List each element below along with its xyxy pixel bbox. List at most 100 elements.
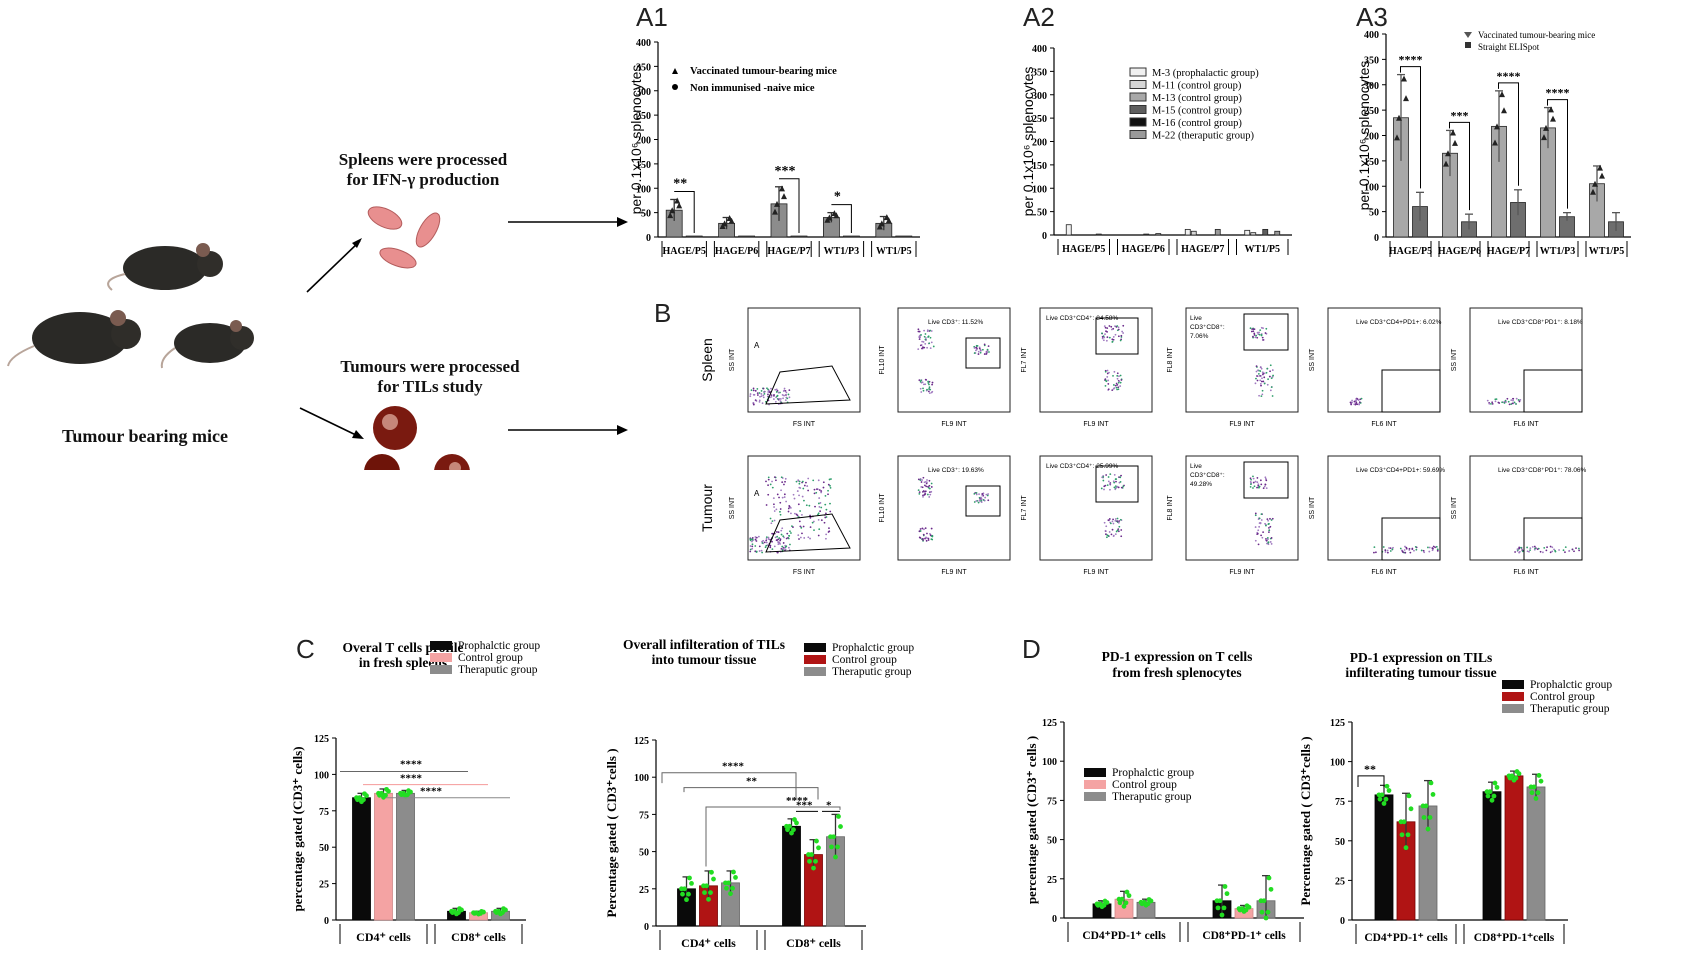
flow-event-dot [1122, 324, 1125, 327]
flow-event-dot [931, 383, 934, 386]
flow-event-dot [1249, 485, 1252, 488]
data-point [816, 845, 821, 851]
flow-event-dot [1384, 549, 1387, 552]
y-tick-label: 25 [1335, 876, 1345, 887]
flow-event-dot [1117, 388, 1120, 391]
data-point [833, 854, 838, 860]
flow-event-dot [1434, 546, 1437, 549]
flow-event-dot [784, 477, 787, 480]
flow-event-dot [1270, 537, 1273, 539]
flow-event-dot [1267, 523, 1270, 526]
flow-event-dot [926, 537, 928, 540]
y-tick-label: 150 [636, 160, 651, 171]
row-label: Spleen [699, 338, 715, 382]
flow-event-dot [751, 540, 753, 543]
flow-event-dot [818, 528, 821, 531]
flow-event-dot [1261, 377, 1263, 380]
flow-event-dot [784, 389, 787, 392]
flow-event-dot [922, 539, 924, 541]
flow-event-dot [985, 353, 988, 355]
flow-event-dot [1106, 369, 1109, 372]
data-point [728, 217, 735, 224]
mouse-3 [160, 320, 254, 369]
y-axis-label: per 0.1x10⁶ splenocytes [630, 65, 644, 215]
category-label: CD8⁺PD-1⁺ cells [1202, 930, 1286, 942]
flow-event-dot [775, 479, 777, 482]
flow-event-dot [1255, 365, 1258, 368]
flow-event-dot [1119, 381, 1122, 384]
flow-event-dot [1102, 479, 1105, 482]
data-point [1501, 107, 1507, 114]
flow-event-dot [930, 341, 933, 344]
data-point [1219, 912, 1225, 918]
flow-event-dot [1495, 398, 1498, 401]
flow-event-dot [758, 401, 761, 403]
data-point [1268, 886, 1274, 892]
flow-event-dot [918, 338, 921, 340]
flow-event-dot [761, 542, 764, 544]
flow-event-dot [1403, 549, 1406, 551]
flow-event-dot [1113, 486, 1116, 489]
y-tick-label: 100 [1364, 182, 1379, 193]
flow-event-dot [1105, 525, 1108, 528]
spleen-icon [367, 206, 441, 269]
flow-event-dot [1518, 546, 1521, 549]
legend-swatch [804, 655, 826, 664]
flow-event-dot [919, 528, 922, 530]
flow-event-dot [925, 337, 927, 339]
flow-event-dot [750, 389, 753, 392]
flow-event-dot [1105, 533, 1107, 536]
flow-event-dot [781, 496, 784, 499]
panel-label-c: C [296, 634, 315, 664]
chart-title: Overall infilteration of TILs [623, 638, 785, 652]
chart-title: PD-1 expression on TILs [1350, 650, 1492, 665]
flow-event-dot [801, 495, 804, 498]
flow-event-dot [919, 344, 922, 347]
flow-event-dot [829, 484, 831, 487]
flow-event-dot [1111, 520, 1114, 523]
flow-event-dot [761, 402, 764, 405]
data-point [733, 875, 738, 880]
flow-event-dot [983, 343, 986, 346]
flow-event-dot [922, 533, 925, 536]
flow-event-dot [823, 521, 826, 524]
gate-label: Live CD3⁺CD4+PD1+: 6.02% [1356, 319, 1442, 326]
flow-event-dot [778, 397, 781, 400]
flow-plot-frame [897, 455, 1011, 561]
flow-event-dot [1252, 335, 1254, 338]
flow-event-dot [1110, 325, 1113, 328]
flow-event-dot [1503, 402, 1506, 404]
data-point [784, 823, 789, 829]
flow-x-label: FL9 INT [941, 421, 967, 428]
flow-event-dot [978, 347, 981, 350]
flow-event-dot [1118, 525, 1121, 528]
y-tick-label: 125 [1042, 718, 1057, 729]
y-tick-label: 125 [314, 734, 329, 745]
flow-event-dot [1436, 548, 1439, 551]
y-tick-label: 300 [1364, 81, 1379, 92]
flow-plot-frame [1469, 307, 1583, 413]
legend-swatch [804, 643, 826, 652]
gate-label: Live CD3⁺CD8⁺PD1⁺: 8.18% [1498, 319, 1583, 326]
category-label: CD8⁺ cells [451, 930, 506, 944]
significance-label: *** [1451, 108, 1469, 122]
flow-event-dot [767, 389, 770, 392]
flow-event-dot [982, 499, 985, 501]
flow-event-dot [1101, 335, 1104, 338]
y-tick-label: 400 [1364, 30, 1379, 41]
flow-event-dot [1265, 524, 1267, 527]
schematic-arrows [299, 206, 628, 470]
flow-event-dot [794, 512, 796, 515]
panel-label-a2: A2 [1023, 2, 1055, 32]
flow-event-dot [922, 476, 925, 479]
data-point [493, 908, 498, 914]
flow-event-dot [829, 486, 832, 489]
significance-bracket [683, 787, 819, 800]
flow-event-dot [770, 387, 772, 390]
flow-event-dot [820, 506, 823, 509]
bar [1095, 233, 1102, 236]
flow-event-dot [798, 482, 801, 485]
flow-event-dot [1122, 485, 1125, 488]
data-point [667, 212, 674, 219]
flow-event-dot [979, 498, 981, 500]
